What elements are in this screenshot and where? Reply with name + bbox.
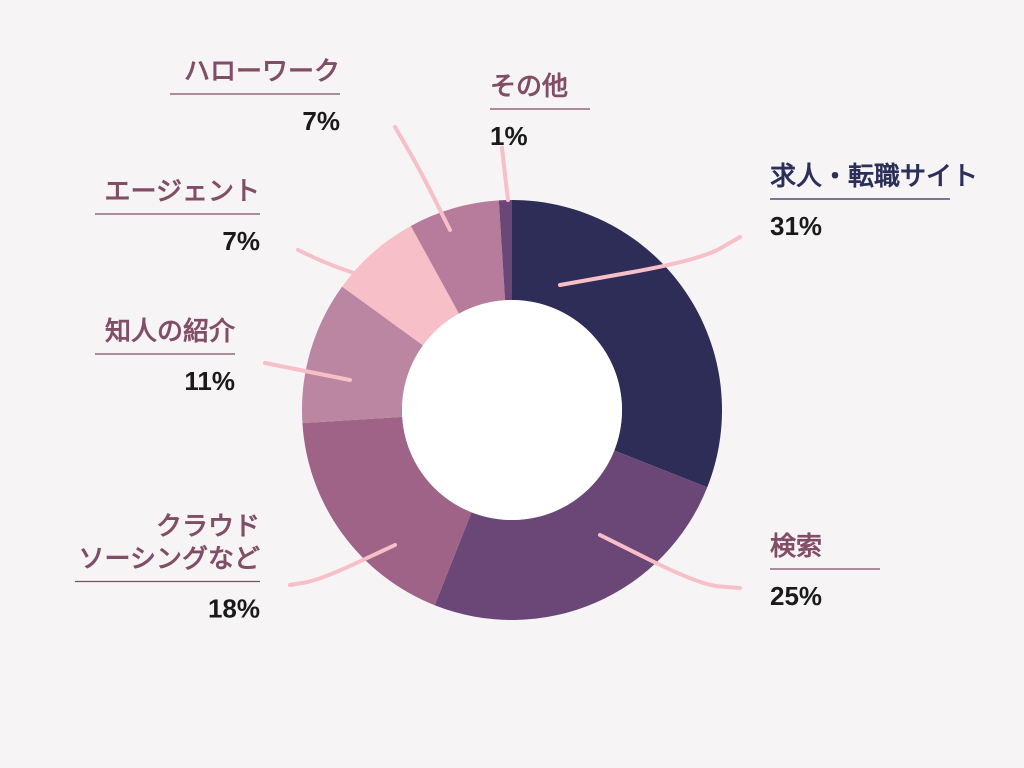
slice-value: 7%	[222, 226, 260, 256]
slice-value: 18%	[208, 594, 260, 624]
slice-label: ソーシングなど	[79, 544, 260, 574]
slice-label: エージェント	[105, 176, 260, 206]
slice-value: 25%	[770, 581, 822, 611]
slice-value: 31%	[770, 211, 822, 241]
slice-label: 検索	[770, 531, 822, 561]
slice-value: 11%	[184, 366, 235, 396]
donut-chart: 求人・転職サイト 31% 検索 25% クラウドソーシングなど 18% 知人の紹介 11% エー…	[0, 0, 1024, 768]
slice-value: 1%	[490, 121, 528, 151]
donut-hole	[402, 300, 622, 520]
slice-label: クラウド	[156, 511, 260, 541]
slice-label: 知人の紹介	[105, 316, 236, 346]
slice-label: ハローワーク	[184, 56, 340, 86]
slice-label: 求人・転職サイト	[770, 161, 978, 191]
slice-label: その他	[490, 71, 568, 101]
slice-value: 7%	[302, 106, 340, 136]
